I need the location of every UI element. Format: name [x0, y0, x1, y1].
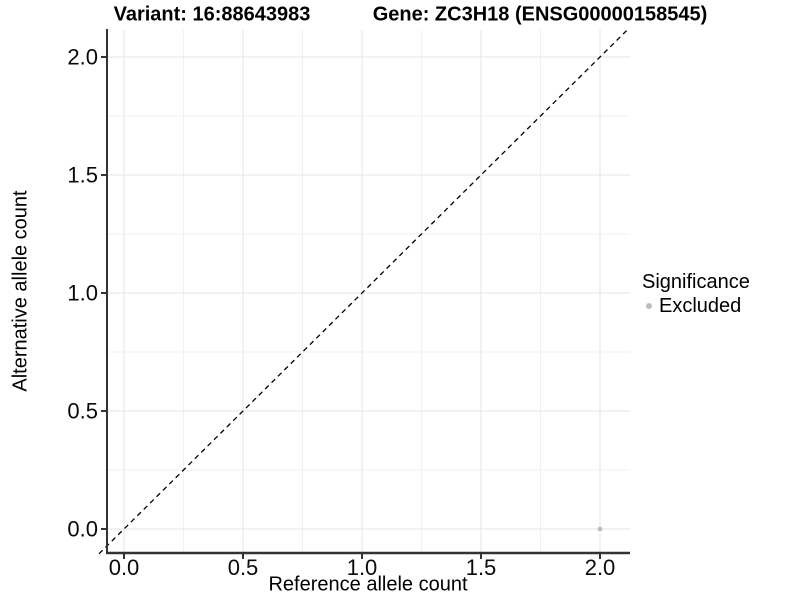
y-tick-label: 0.0: [67, 517, 98, 542]
x-tick-label: 1.5: [466, 555, 497, 580]
y-tick-label: 1.0: [67, 281, 98, 306]
y-tick-label: 2.0: [67, 45, 98, 70]
legend-item-label: Excluded: [659, 295, 742, 317]
legend: Significance Excluded: [642, 270, 750, 318]
y-axis-title: Alternative allele count: [9, 190, 32, 392]
x-tick-label: 0.0: [109, 555, 140, 580]
legend-title: Significance: [642, 271, 750, 293]
gene-title: Gene: ZC3H18 (ENSG00000158545): [372, 3, 708, 26]
identity-line: [98, 29, 628, 555]
x-axis-title: Reference allele count: [268, 573, 468, 596]
x-tick-label: 1.0: [347, 555, 378, 580]
variant-title: Variant: 16:88643983: [113, 3, 311, 26]
legend-point-icon: [646, 303, 652, 309]
legend-item-excluded: Excluded: [642, 294, 750, 318]
x-tick-label: 0.5: [228, 555, 259, 580]
y-tick-label: 0.5: [67, 399, 98, 424]
x-tick-label: 2.0: [585, 555, 616, 580]
data-point: [597, 526, 603, 532]
y-tick-label: 1.5: [67, 163, 98, 188]
